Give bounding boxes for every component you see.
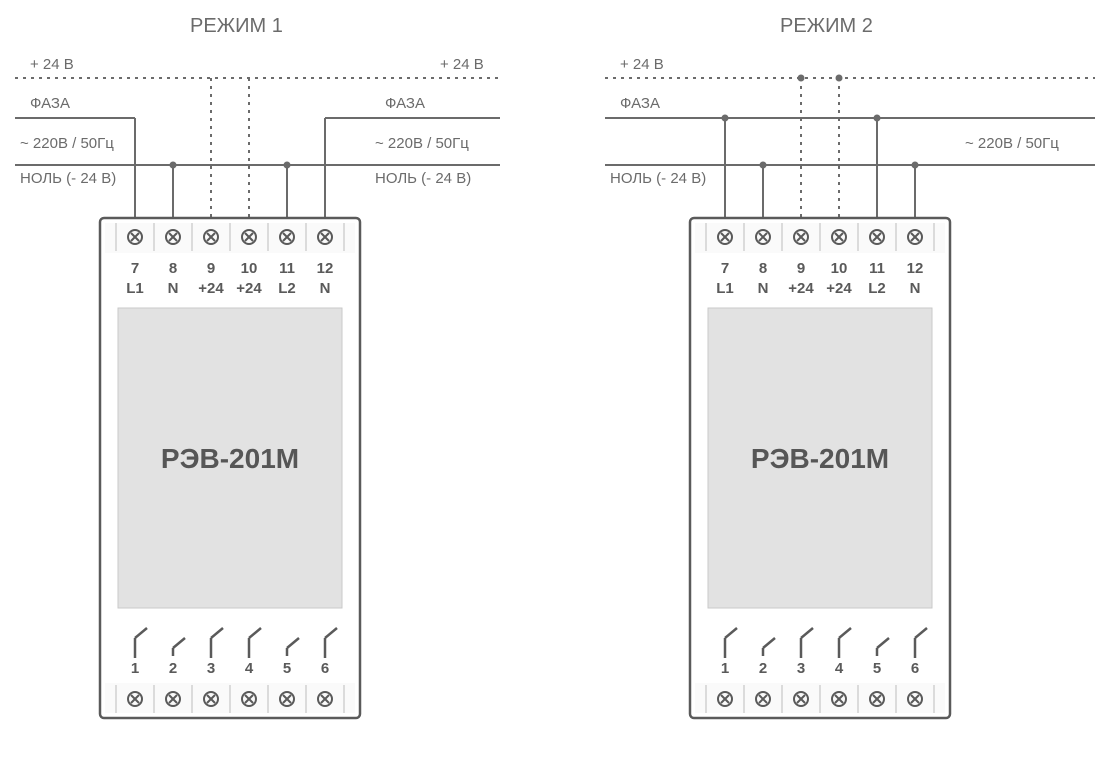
diagram-canvas: РЭВ-201М 7 8 9 1: [0, 0, 1108, 769]
mode1-title: РЕЖИМ 1: [190, 15, 283, 38]
m1-phase-left: ФАЗА: [30, 95, 70, 112]
m1-volt-right: ~ 220В / 50Гц: [375, 135, 469, 152]
m2-phase-left: ФАЗА: [620, 95, 660, 112]
m2-null-left: НОЛЬ (- 24 В): [610, 170, 706, 187]
m1-null-left: НОЛЬ (- 24 В): [20, 170, 116, 187]
m2-plus24-left: + 24 В: [620, 56, 664, 73]
device-mode1: [100, 218, 360, 718]
mode2-title: РЕЖИМ 2: [780, 15, 873, 38]
m1-null-right: НОЛЬ (- 24 В): [375, 170, 471, 187]
m2-volt-right: ~ 220В / 50Гц: [965, 135, 1059, 152]
m1-plus24-right: + 24 В: [440, 56, 484, 73]
m1-phase-right: ФАЗА: [385, 95, 425, 112]
m1-volt-left: ~ 220В / 50Гц: [20, 135, 114, 152]
device-mode2: [690, 218, 950, 718]
m1-plus24-left: + 24 В: [30, 56, 74, 73]
